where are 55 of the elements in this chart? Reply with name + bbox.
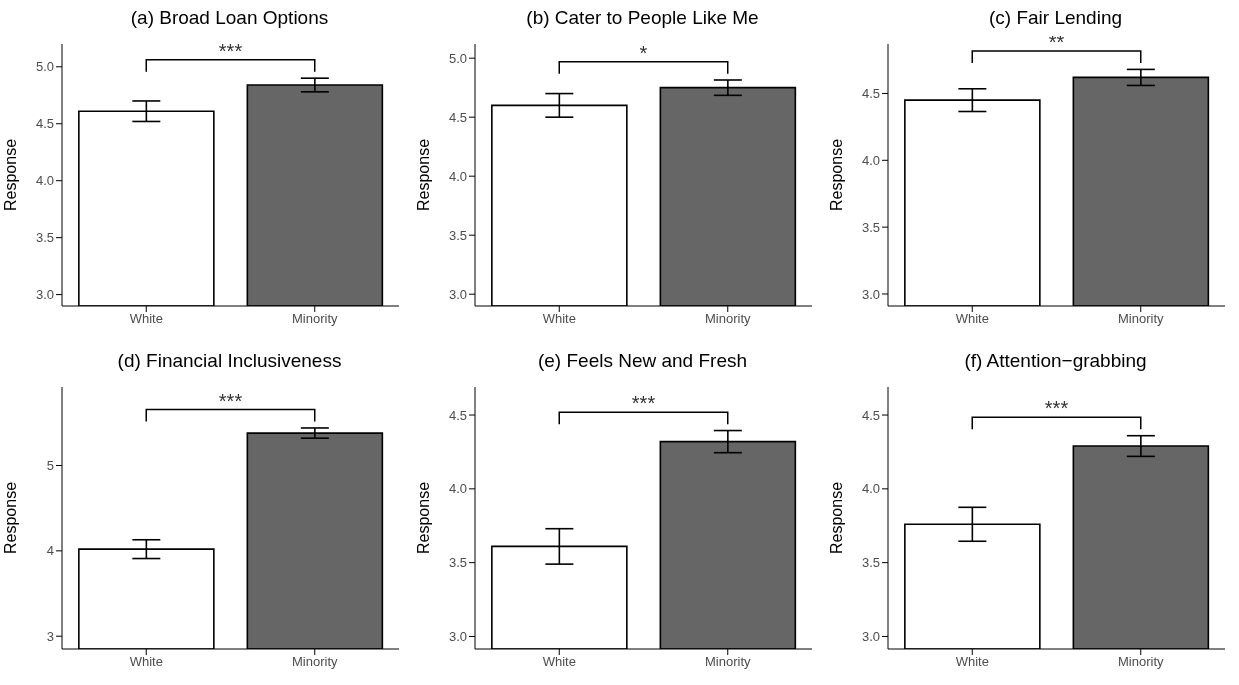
x-tick-label: Minority — [704, 311, 751, 327]
y-tick-label: 4.0 — [448, 168, 467, 184]
y-tick-label: 3.0 — [35, 287, 54, 303]
y-axis-title: Response — [827, 481, 845, 554]
y-tick-label: 3.0 — [448, 628, 467, 644]
x-tick-label: White — [542, 653, 576, 669]
x-tick-label: White — [129, 653, 163, 669]
y-tick-label: 4.5 — [861, 86, 880, 102]
y-tick-label: 4.5 — [861, 407, 880, 423]
y-tick-label: 3.0 — [861, 286, 880, 302]
x-tick-label: Minority — [704, 653, 751, 669]
y-tick-label: 3.5 — [448, 554, 467, 570]
y-tick-label: 3.5 — [861, 219, 880, 235]
y-axis-title: Response — [1, 138, 19, 212]
annotation: *** — [631, 391, 656, 414]
chart-title: (a) Broad Loan Options — [129, 6, 330, 30]
y-tick-label: 3.5 — [861, 554, 880, 570]
annotation: *** — [218, 389, 243, 412]
y-tick-label: 3.5 — [35, 230, 54, 246]
y-tick-label: 4.0 — [861, 152, 880, 168]
y-tick-label: 3.0 — [448, 286, 467, 302]
y-axis-title: Response — [414, 138, 432, 212]
chart-title: (b) Cater to People Like Me — [525, 6, 760, 30]
y-axis-title: Response — [827, 138, 845, 212]
annotation: * — [639, 41, 648, 64]
chart-title: (f) Attention−grabbing — [963, 348, 1148, 373]
y-tick-label: 4 — [46, 542, 54, 558]
x-tick-label: White — [955, 653, 989, 669]
y-tick-label: 3.0 — [861, 628, 880, 644]
x-tick-label: Minority — [1117, 653, 1164, 669]
y-tick-label: 5.0 — [448, 50, 467, 66]
y-tick-label: 4.5 — [448, 407, 467, 423]
y-axis-title: Response — [414, 481, 432, 554]
y-tick-label: 3.5 — [448, 227, 467, 243]
x-tick-label: White — [542, 311, 576, 327]
y-tick-label: 5.0 — [35, 59, 54, 75]
x-tick-label: Minority — [291, 653, 338, 669]
x-tick-label: Minority — [291, 311, 338, 327]
chart-title: (c) Fair Lending — [988, 7, 1123, 28]
y-tick-label: 4.0 — [861, 480, 880, 496]
x-tick-label: White — [129, 311, 163, 327]
x-tick-label: White — [955, 311, 989, 327]
y-tick-label: 4.0 — [35, 173, 54, 189]
x-tick-label: Minority — [1117, 311, 1164, 327]
chart-title: (d) Financial Inclusiveness — [116, 348, 343, 373]
annotation: ** — [1048, 31, 1065, 54]
y-axis-title: Response — [1, 481, 19, 554]
y-tick-label: 3 — [46, 628, 54, 644]
y-tick-label: 4.5 — [35, 116, 54, 132]
annotation: *** — [1044, 396, 1069, 419]
y-tick-label: 4.5 — [448, 109, 467, 125]
y-tick-label: 4.0 — [448, 480, 467, 496]
y-tick-label: 5 — [46, 457, 54, 473]
annotation: *** — [218, 39, 243, 62]
chart-title: (e) Feels New and Fresh — [536, 348, 749, 373]
